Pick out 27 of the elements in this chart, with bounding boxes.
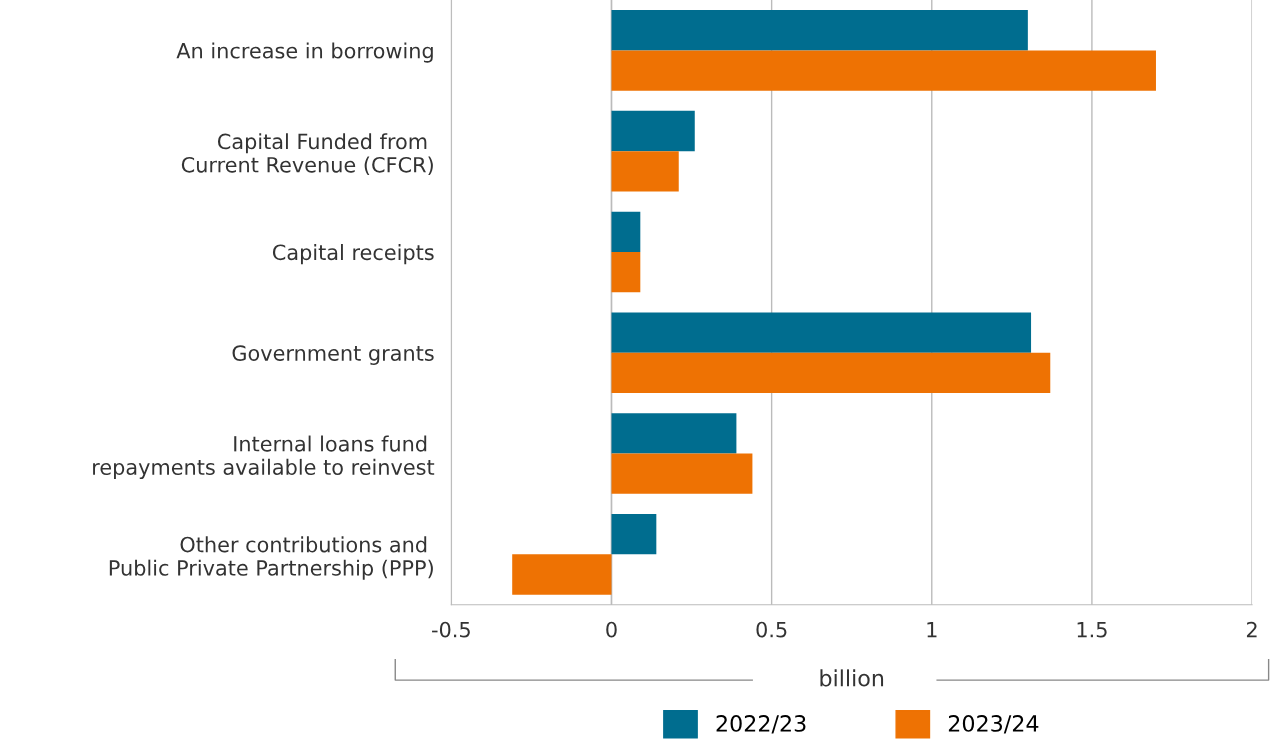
bar (611, 110, 695, 152)
y-tick-label: An increase in borrowing (176, 42, 433, 63)
x-tick-label: -0.5 (432, 621, 470, 638)
legend-label: 2022/23 (716, 715, 806, 734)
bar (512, 554, 612, 595)
x-axis-title: billion (820, 669, 884, 687)
x-tick-label: 0.5 (756, 621, 787, 638)
bar (611, 514, 657, 555)
y-tick-label: Internal loans fund repayments available to reinvest (93, 435, 435, 480)
bar (611, 251, 641, 293)
bar (611, 50, 1156, 91)
bar (611, 151, 679, 192)
y-tick-label: Government grants (232, 345, 434, 365)
legend-label: 2023/24 (948, 715, 1039, 734)
x-tick-label: 2 (1246, 621, 1257, 638)
bar (611, 352, 1051, 394)
x-tick-label: 1 (927, 622, 937, 638)
bar (611, 312, 1032, 353)
x-tick-label: 1.5 (1077, 622, 1107, 638)
bar (611, 10, 1028, 51)
x-tick-label: 0 (606, 621, 617, 638)
y-tick-label: Capital receipts (272, 244, 434, 265)
y-tick-label: Other contributions and Public Private Partnership (PPP) (109, 536, 433, 580)
bar (611, 413, 737, 454)
y-tick-label: Capital Funded from Current Revenue (CFCR) (181, 133, 433, 176)
bar (611, 211, 641, 252)
bar (611, 453, 753, 494)
